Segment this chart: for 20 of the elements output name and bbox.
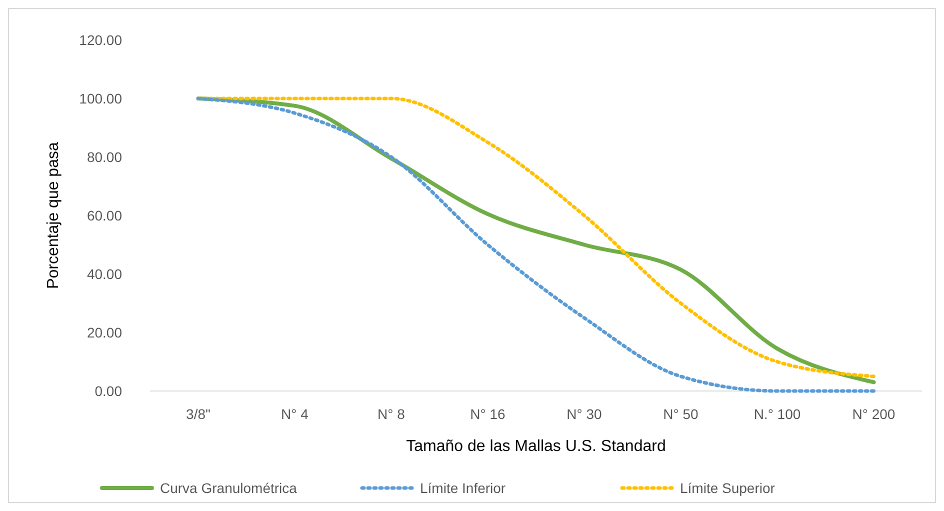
x-tick-label: N° 8: [378, 406, 406, 422]
x-tick-label: N° 4: [281, 406, 309, 422]
y-tick-label: 20.00: [86, 324, 122, 340]
x-tick-label: N° 16: [470, 406, 506, 422]
y-tick-label: 0.00: [94, 382, 122, 399]
x-tick-label: N.° 100: [754, 406, 801, 422]
y-tick-label: 100.00: [79, 90, 122, 106]
y-tick-label: 60.00: [86, 207, 122, 224]
legend-label: Límite Inferior: [420, 480, 506, 496]
y-tick-label: 40.00: [86, 266, 122, 282]
y-tick-label: 80.00: [86, 148, 122, 165]
y-axis-title: Porcentaje que pasa: [45, 142, 62, 289]
y-tick-label: 120.00: [79, 32, 122, 48]
x-tick-label: N° 200: [852, 406, 896, 422]
x-tick-label: N° 50: [663, 406, 699, 422]
legend-label: Curva Granulométrica: [160, 480, 298, 496]
x-tick-label: 3/8": [186, 406, 210, 422]
x-tick-label: N° 30: [566, 406, 602, 422]
x-axis-title: Tamaño de las Mallas U.S. Standard: [406, 438, 666, 455]
legend-label: Límite Superior: [680, 480, 776, 496]
